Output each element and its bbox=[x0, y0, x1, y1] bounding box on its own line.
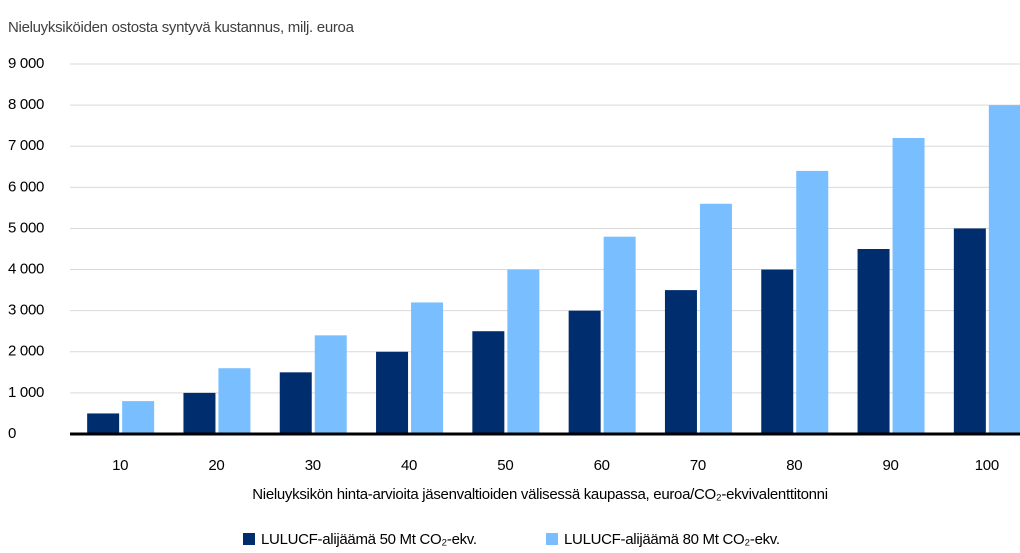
bar bbox=[376, 351, 409, 434]
bar bbox=[953, 228, 986, 434]
bar bbox=[796, 170, 829, 434]
x-tick-label: 50 bbox=[497, 457, 513, 474]
bar bbox=[761, 269, 794, 434]
x-tick-label: 60 bbox=[594, 457, 610, 474]
bar bbox=[218, 368, 251, 434]
x-tick-label: 20 bbox=[208, 457, 224, 474]
x-tick-label: 80 bbox=[786, 457, 802, 474]
y-tick-label: 9 000 bbox=[8, 55, 44, 72]
legend-swatch bbox=[243, 533, 255, 545]
chart-title: Nieluyksiköiden ostosta syntyvä kustannu… bbox=[8, 19, 355, 36]
legend-label: LULUCF-alijäämä 50 Mt CO₂-ekv. bbox=[261, 531, 477, 548]
y-tick-label: 7 000 bbox=[8, 137, 44, 154]
y-tick-label: 3 000 bbox=[8, 302, 44, 319]
y-tick-label: 8 000 bbox=[8, 96, 44, 113]
bar bbox=[568, 310, 601, 434]
bar bbox=[664, 290, 697, 434]
y-tick-label: 0 bbox=[8, 425, 16, 442]
x-axis-title: Nieluyksikön hinta-arvioita jäsenvaltioi… bbox=[252, 486, 828, 503]
y-tick-label: 6 000 bbox=[8, 178, 44, 195]
bar bbox=[279, 372, 312, 434]
x-tick-label: 90 bbox=[883, 457, 899, 474]
x-tick-label: 100 bbox=[975, 457, 999, 474]
y-tick-label: 1 000 bbox=[8, 384, 44, 401]
bar bbox=[314, 335, 347, 434]
bar bbox=[122, 401, 155, 434]
bar bbox=[507, 269, 540, 434]
x-tick-label: 10 bbox=[112, 457, 128, 474]
x-tick-label: 40 bbox=[401, 457, 417, 474]
bar bbox=[603, 236, 636, 434]
bar bbox=[411, 302, 444, 434]
legend-label: LULUCF-alijäämä 80 Mt CO₂-ekv. bbox=[564, 531, 780, 548]
bar bbox=[472, 331, 505, 434]
bar bbox=[699, 203, 732, 434]
bar bbox=[87, 413, 120, 434]
bar bbox=[183, 392, 216, 434]
y-tick-label: 5 000 bbox=[8, 219, 44, 236]
bar bbox=[988, 105, 1020, 434]
bar bbox=[892, 138, 925, 434]
y-tick-label: 2 000 bbox=[8, 343, 44, 360]
x-tick-label: 70 bbox=[690, 457, 706, 474]
x-tick-label: 30 bbox=[305, 457, 321, 474]
y-tick-label: 4 000 bbox=[8, 261, 44, 278]
legend-swatch bbox=[546, 533, 558, 545]
bar bbox=[857, 249, 890, 434]
